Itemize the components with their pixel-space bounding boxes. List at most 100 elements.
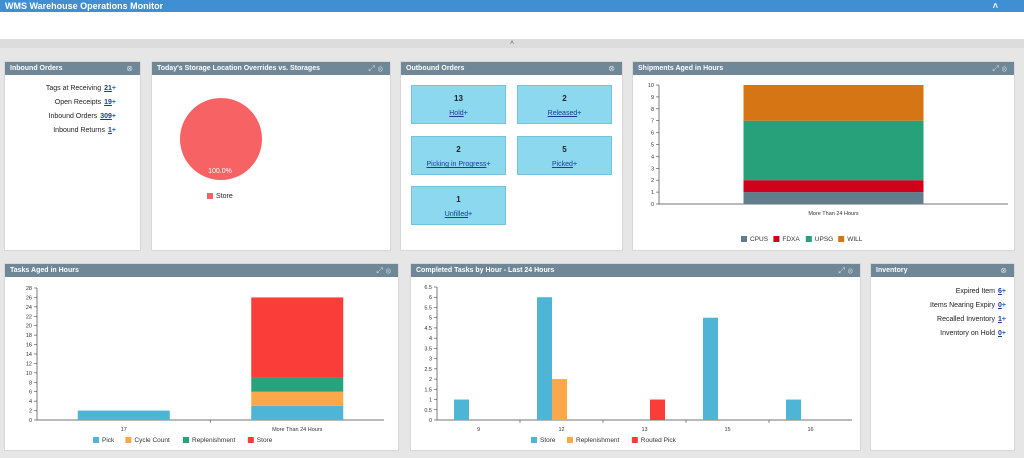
chevron-up-icon[interactable]: ˄ xyxy=(509,40,515,47)
expand-icon[interactable]: ⤢ xyxy=(838,266,848,275)
bar-fdxa[interactable] xyxy=(743,180,924,193)
expand-icon[interactable]: ⤢ xyxy=(992,64,1002,73)
bar-replenishment[interactable] xyxy=(552,379,567,420)
plus-icon[interactable]: + xyxy=(111,99,116,106)
outbound-tile[interactable]: 13 Hold+ xyxy=(411,85,506,124)
tile-link[interactable]: Unfilled+ xyxy=(412,211,505,218)
kv-count-link[interactable]: 0 xyxy=(998,302,1002,309)
collapse-header-icon[interactable]: ˄ xyxy=(992,1,998,11)
y-tick-label: 0 xyxy=(429,418,432,424)
app-header: WMS Warehouse Operations Monitor ˄ xyxy=(0,0,1024,12)
kv-count-link[interactable]: 309 xyxy=(100,113,112,120)
close-icon[interactable]: ⊗ xyxy=(847,266,856,275)
plus-icon[interactable]: + xyxy=(1001,288,1006,295)
bar-store[interactable] xyxy=(786,399,801,420)
bar-routed-pick[interactable] xyxy=(650,399,665,420)
close-icon[interactable]: ⊗ xyxy=(385,266,394,275)
legend-swatch xyxy=(247,437,254,443)
outbound-tile[interactable]: 2 Released+ xyxy=(517,85,612,124)
bar-pick[interactable] xyxy=(77,410,170,420)
expand-icon[interactable]: ⤢ xyxy=(376,266,386,275)
outbound-tile[interactable]: 1 Unfilled+ xyxy=(411,186,506,225)
kv-row: Inventory on Hold 0+ xyxy=(940,330,1006,337)
y-tick-label: 9 xyxy=(651,95,654,101)
tile-count: 5 xyxy=(562,145,567,154)
pie-slice-store[interactable] xyxy=(180,98,262,180)
bar-cpus[interactable] xyxy=(743,192,924,204)
tile-link-label[interactable]: Picked xyxy=(551,161,573,168)
outbound-tile[interactable]: 5 Picked+ xyxy=(517,136,612,175)
bar-cycle-count[interactable] xyxy=(251,391,344,406)
plus-icon[interactable]: + xyxy=(111,113,116,120)
y-tick-label: 3 xyxy=(651,166,654,172)
tile-link[interactable]: Released+ xyxy=(518,110,611,117)
panel-title: Inventory xyxy=(876,267,908,274)
plus-icon[interactable]: + xyxy=(1001,316,1006,323)
close-icon[interactable]: ⊗ xyxy=(377,64,386,73)
y-tick-label: 16 xyxy=(26,343,32,349)
bar-will[interactable] xyxy=(743,85,924,121)
kv-count-link[interactable]: 1 xyxy=(998,316,1002,323)
bar-store[interactable] xyxy=(251,297,344,378)
close-icon[interactable]: ⊗ xyxy=(1000,266,1010,275)
y-tick-label: 4 xyxy=(29,399,32,405)
panel-header: Today's Storage Location Overrides vs. S… xyxy=(152,62,390,75)
plus-icon[interactable]: + xyxy=(463,110,468,117)
kv-label: Recalled Inventory xyxy=(937,316,995,323)
x-tick-label: 17 xyxy=(121,427,127,433)
tile-link[interactable]: Hold+ xyxy=(412,110,505,117)
plus-icon[interactable]: + xyxy=(572,161,578,168)
kv-count-link[interactable]: 21 xyxy=(104,85,112,92)
shipments-chart: 0 1 2 3 4 5 6 7 8 9 10 More Than 24 Hours CPUS FDXA UP… xyxy=(648,83,1008,243)
tile-link[interactable]: Picked+ xyxy=(518,161,611,168)
plus-icon[interactable]: + xyxy=(1001,330,1006,337)
plus-icon[interactable]: + xyxy=(577,110,582,117)
plus-icon[interactable]: + xyxy=(468,211,473,218)
tile-link-label[interactable]: Picking in Progress xyxy=(426,161,487,168)
y-tick-label: 5.5 xyxy=(424,305,432,311)
y-tick-label: 1 xyxy=(429,398,432,404)
tile-count: 1 xyxy=(456,195,461,204)
legend-label: Cycle Count xyxy=(134,437,170,444)
panel-header: Inbound Orders ⊗ xyxy=(5,62,140,75)
legend-label: Store xyxy=(216,193,233,200)
close-icon[interactable]: ⊗ xyxy=(608,64,618,73)
bar-upsg[interactable] xyxy=(743,120,924,181)
kv-count-link[interactable]: 19 xyxy=(104,99,112,106)
legend-label: WILL xyxy=(847,236,863,243)
x-tick-label: 13 xyxy=(641,427,647,433)
y-tick-label: 20 xyxy=(26,324,32,330)
kv-count-link[interactable]: 1 xyxy=(108,127,112,134)
bar-replenishment[interactable] xyxy=(251,377,344,392)
plus-icon[interactable]: + xyxy=(111,127,116,134)
tile-link-label[interactable]: Released xyxy=(547,110,578,117)
panel-header: Outbound Orders ⊗ xyxy=(401,62,622,75)
legend-swatch xyxy=(805,236,812,242)
bar-store[interactable] xyxy=(703,317,718,420)
close-icon[interactable]: ⊗ xyxy=(126,64,136,73)
tile-link-label[interactable]: Hold xyxy=(449,110,464,117)
outbound-tile[interactable]: 2 Picking in Progress+ xyxy=(411,136,506,175)
x-tick-label: 12 xyxy=(558,427,564,433)
y-tick-label: 5 xyxy=(429,316,432,322)
plus-icon[interactable]: + xyxy=(111,85,116,92)
bar-store[interactable] xyxy=(454,399,469,420)
kv-label: Open Receipts xyxy=(54,99,102,106)
y-tick-label: 0.5 xyxy=(424,408,432,414)
y-tick-label: 0 xyxy=(29,418,32,424)
plus-icon[interactable]: + xyxy=(1001,302,1006,309)
kv-count-link[interactable]: 0 xyxy=(998,330,1002,337)
kv-count-link[interactable]: 6 xyxy=(998,288,1002,295)
bar-pick[interactable] xyxy=(251,405,344,420)
legend-label: Routed Pick xyxy=(641,437,677,444)
panel-title: Outbound Orders xyxy=(406,65,465,72)
bar-store[interactable] xyxy=(537,297,552,420)
expand-icon[interactable]: ⤢ xyxy=(368,64,378,73)
collapse-toggle[interactable]: ˄ xyxy=(0,39,1024,48)
tile-link-label[interactable]: Unfilled xyxy=(444,211,469,218)
plus-icon[interactable]: + xyxy=(486,161,491,168)
legend-swatch xyxy=(531,437,537,443)
close-icon[interactable]: ⊗ xyxy=(1001,64,1010,73)
inbound-orders-panel: Inbound Orders ⊗ Tags at Receiving 21+ Ope… xyxy=(4,61,141,251)
tile-link[interactable]: Picking in Progress+ xyxy=(412,161,505,168)
